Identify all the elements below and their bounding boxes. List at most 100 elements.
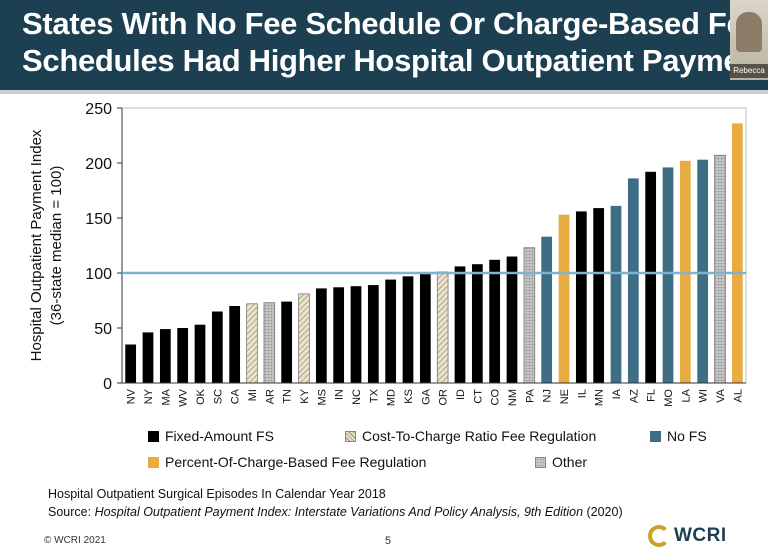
x-tick-label: NJ [542,389,554,402]
x-tick-label: GA [420,388,432,405]
title-bar: States With No Fee Schedule Or Charge-Ba… [0,0,768,90]
x-tick-label: NM [507,389,519,406]
legend-item-nofs: No FS [650,428,707,444]
x-tick-label: CT [472,389,484,404]
bar-wv [177,328,189,383]
x-tick-label: LA [680,388,692,402]
bar-tn [281,301,293,383]
bar-ky [298,293,310,384]
bar-tx [367,285,379,383]
bar-mn [593,208,605,383]
y-tick-label: 150 [85,211,112,228]
logo-text: WCRI [674,525,727,546]
x-tick-label: AR [264,389,276,404]
bar-va [714,154,726,384]
footnote: Hospital Outpatient Surgical Episodes In… [48,487,386,501]
legend-swatch-other [535,457,546,468]
x-tick-label: IL [576,389,588,398]
participant-avatar [736,12,762,52]
bar-in [333,287,345,383]
bar-ia [610,205,622,383]
legend-item-pct: Percent-Of-Charge-Based Fee Regulation [148,454,426,470]
x-tick-label: OK [195,388,207,405]
x-tick-label: VA [715,388,727,403]
x-tick-label: KY [299,388,311,403]
source-prefix: Source: [48,505,95,519]
bar-ca [229,306,241,383]
bar-az [627,178,639,383]
bar-ma [159,329,171,383]
x-tick-label: CA [230,388,242,404]
participant-video-tile[interactable]: Rebecca [730,0,768,80]
y-axis-label-line-1: Hospital Outpatient Payment Index [28,129,45,361]
logo-mark-icon [648,525,670,547]
x-tick-label: FL [646,389,658,402]
bar-md [385,279,397,383]
x-tick-label: AZ [628,389,640,403]
legend-label-fixed: Fixed-Amount FS [165,428,274,444]
bar-sc [211,311,223,383]
bar-ny [142,332,154,383]
source-title: Hospital Outpatient Payment Index: Inter… [94,505,584,519]
x-tick-label: WV [178,388,190,406]
bar-ga [419,274,431,383]
legend-item-ctc: Cost-To-Charge Ratio Fee Regulation [345,428,596,444]
x-tick-label: SC [212,389,224,404]
x-tick-label: CO [490,389,502,406]
legend-item-fixed: Fixed-Amount FS [148,428,274,444]
y-tick-label: 0 [103,376,112,393]
bar-il [575,211,587,383]
x-tick-label: IA [611,388,623,399]
y-tick-label: 50 [94,321,112,338]
bar-nv [125,344,137,383]
slide-title-line-1: States With No Fee Schedule Or Charge-Ba… [22,6,761,41]
bar-ar [263,302,276,384]
x-tick-label: MO [663,389,675,407]
source-suffix: (2020) [583,505,623,519]
bar-fl [645,171,657,383]
legend-swatch-fixed [148,431,159,442]
bar-co [489,259,501,383]
bar-mo [662,167,674,383]
slide-title-line-2: Schedules Had Higher Hospital Outpatient… [22,43,768,78]
plot-area: 0 50 100 150 200 250 Hospital Outpatient Payme… [28,101,747,407]
legend-label-ctc: Cost-To-Charge Ratio Fee Regulation [362,428,597,444]
bar-wi [697,159,709,383]
bar-id [454,266,466,383]
bar-pa [523,247,536,384]
x-tick-label: IN [334,389,346,400]
copyright: © WCRI 2021 [44,535,106,546]
x-tick-label: NE [559,389,571,404]
legend-swatch-ctc [345,431,356,442]
bar-chart: 0 50 100 150 200 250 Hospital Outpatient Payme… [28,101,747,407]
page-number: 5 [385,535,392,547]
y-axis-label-line-2: (36-state median = 100) [48,166,65,326]
bar-nm [506,256,518,383]
bar-ct [471,264,483,383]
bar-mi [246,303,258,384]
legend-swatch-nofs [650,431,661,442]
legend-swatch-pct [148,457,159,468]
source-citation: Source: Hospital Outpatient Payment Inde… [48,505,623,519]
x-tick-label: WI [698,389,710,402]
y-tick-label: 200 [85,156,112,173]
legend-label-other: Other [552,454,588,470]
bar-al [731,123,743,384]
legend-label-pct: Percent-Of-Charge-Based Fee Regulation [165,454,427,470]
x-tick-label: ID [455,389,467,400]
wcri-logo: WCRI [648,524,727,548]
bar-nc [350,286,362,383]
x-tick-label: KS [403,389,415,404]
x-tick-label: TN [282,389,294,404]
bar-nj [541,236,553,383]
x-tick-label: MI [247,389,259,401]
x-tick-label: MS [316,389,328,406]
bar-or [436,271,449,384]
x-tick-label: MD [386,389,398,406]
bar-ms [315,288,327,383]
y-tick-label: 100 [85,266,112,283]
x-tick-label: NV [126,388,138,404]
bar-ok [194,324,206,383]
x-tick-label: PA [524,388,536,403]
x-tick-label: OR [438,389,450,406]
